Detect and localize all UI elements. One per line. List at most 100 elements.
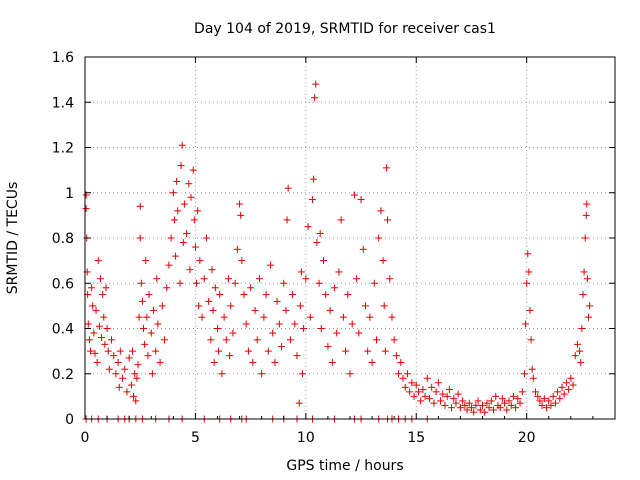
data-point [143,313,151,321]
data-point [472,401,480,409]
data-point [98,334,106,342]
data-point [214,325,221,332]
data-point [176,279,184,287]
data-point [571,352,579,360]
data-point [220,313,228,321]
data-point [359,245,367,253]
y-tick-label: 0.2 [52,367,74,383]
data-point [89,302,97,310]
data-point [112,370,120,378]
data-point [85,336,93,344]
data-point [505,397,513,405]
data-point [518,388,526,396]
data-point [231,279,239,287]
data-point [448,404,456,412]
data-point [554,388,562,396]
data-point [302,275,310,283]
data-point [503,406,511,414]
data-point [95,322,103,330]
data-point [249,358,257,366]
data-point [470,408,478,416]
data-point [324,343,332,351]
data-point [148,370,156,378]
data-point [428,383,436,391]
x-tick-label: 15 [407,430,425,446]
data-point [183,229,191,237]
data-point [226,352,234,360]
data-point [174,207,182,215]
data-point [131,370,139,378]
data-point [240,291,248,299]
data-point [439,390,447,398]
data-point [238,257,246,265]
data-point [578,325,586,332]
x-tick-label: 10 [297,430,315,446]
data-point [316,229,324,237]
data-point [94,257,102,265]
data-point [140,325,148,332]
data-point [370,279,378,287]
data-point [293,352,301,360]
data-point [395,370,403,378]
data-point [421,392,429,400]
data-point [585,313,592,321]
data-point [260,313,268,321]
data-point [339,313,347,321]
data-point [337,216,345,224]
data-point [269,329,277,337]
y-tick-label: 1.4 [52,95,74,111]
axis-ticks: 0 0.2 0.4 0.6 0.8 1 1.2 1.4 1.6 0 5 10 15 20 [52,50,615,446]
data-point [525,268,533,276]
data-point [99,291,107,299]
data-point [137,279,145,287]
data-point [88,284,96,292]
data-point [123,388,131,396]
data-point [286,336,294,344]
x-tick-label: 5 [191,430,200,446]
data-points [82,80,594,423]
data-point [119,374,127,382]
data-point [284,184,292,192]
data-point [556,395,564,403]
data-point [121,365,129,373]
data-point [357,196,365,204]
data-point [308,196,316,204]
data-point [507,401,515,409]
data-point [465,399,473,407]
data-point [299,370,307,378]
data-point [474,397,482,405]
y-tick-label: 1.2 [52,141,74,157]
data-point [297,268,305,276]
data-point [90,329,98,337]
data-point [101,340,109,348]
data-point [368,358,376,366]
y-tick-label: 0.8 [52,231,74,247]
data-point [328,358,336,366]
data-point [278,343,286,351]
data-point [498,395,506,403]
data-point [523,279,531,287]
data-point [311,94,319,102]
data-point [191,243,199,251]
data-point [105,365,113,373]
data-point [145,291,153,299]
data-point [87,347,95,355]
data-point [280,279,288,287]
data-point [582,211,590,219]
data-point [459,397,467,405]
data-point [102,284,110,292]
data-point [485,404,493,412]
data-point [218,370,226,378]
data-point [92,306,100,314]
y-tick-label: 0 [65,412,74,428]
data-point [377,207,385,215]
data-point [295,399,303,407]
data-point [187,193,195,201]
data-point [225,275,233,283]
data-point [167,234,175,242]
data-point [490,406,498,414]
data-point [205,297,213,305]
data-point [342,347,350,355]
data-point [580,268,588,276]
